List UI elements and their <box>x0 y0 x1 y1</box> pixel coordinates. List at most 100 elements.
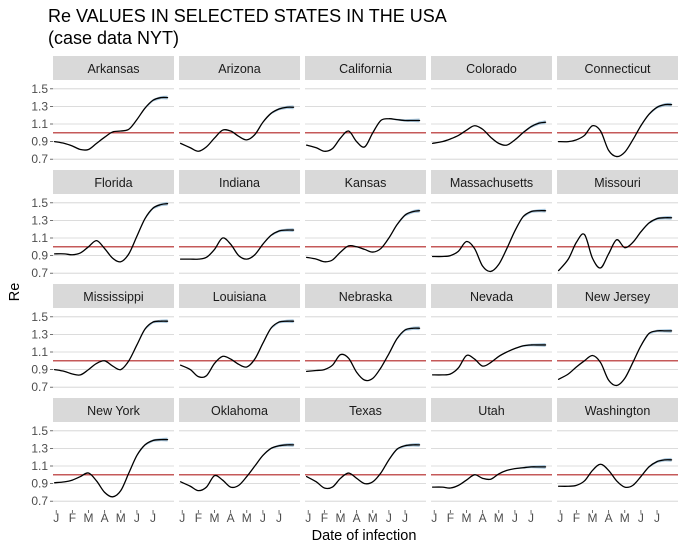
facet-strip <box>557 56 678 80</box>
x-tick-label: M <box>242 511 252 525</box>
facet-strip <box>179 284 300 308</box>
x-tick-label: J <box>512 511 518 525</box>
facet-panel: Indiana <box>179 170 300 274</box>
series-line <box>431 466 547 489</box>
facet-strip <box>557 398 678 422</box>
x-tick-label: M <box>83 511 93 525</box>
x-tick-label: J <box>431 511 437 525</box>
x-tick-label: M <box>620 511 630 525</box>
series-line <box>305 210 421 263</box>
x-tick-label: J <box>53 511 59 525</box>
facet-label: Massachusetts <box>450 176 533 190</box>
y-tick-label: 0.7 <box>31 266 48 280</box>
series-line <box>557 330 673 387</box>
facet-panel: New Jersey <box>557 284 678 388</box>
series-line <box>179 106 295 152</box>
x-tick-label: J <box>276 511 282 525</box>
facet-label: Kansas <box>345 176 387 190</box>
y-tick-label: 1.5 <box>31 310 48 324</box>
facet-strip <box>305 398 426 422</box>
facet-label: Mississippi <box>83 290 143 304</box>
facet-label: Nebraska <box>339 290 393 304</box>
x-tick-label: J <box>150 511 156 525</box>
x-tick-label: M <box>494 511 504 525</box>
y-tick-label: 0.7 <box>31 380 48 394</box>
facet-panel: Nebraska <box>305 284 426 388</box>
facet-label: Louisiana <box>213 290 267 304</box>
facet-panel: Colorado <box>431 56 552 160</box>
confidence-band <box>388 326 420 355</box>
facet-strip <box>179 56 300 80</box>
facet-label: Texas <box>349 404 382 418</box>
series-line <box>53 96 169 151</box>
y-tick-label: 1.1 <box>31 231 48 245</box>
facet-panel: Kansas <box>305 170 426 274</box>
x-tick-label: J <box>528 511 534 525</box>
facet-strip <box>305 56 426 80</box>
series-line <box>431 344 547 376</box>
x-axis-title: Date of infection <box>312 528 417 544</box>
facet-strip <box>53 398 174 422</box>
x-tick-label: J <box>557 511 563 525</box>
chart-title: Re VALUES IN SELECTED STATES IN THE USA <box>48 6 447 26</box>
facet-label: Florida <box>94 176 132 190</box>
facet-panel: Massachusetts <box>431 170 552 274</box>
facet-label: Connecticut <box>584 62 651 76</box>
facet-strip <box>53 56 174 80</box>
facet-label: Nevada <box>470 290 513 304</box>
x-tick-label: J <box>179 511 185 525</box>
series-line <box>305 444 421 490</box>
x-tick-label: J <box>654 511 660 525</box>
facet-label: Utah <box>478 404 504 418</box>
facet-label: Indiana <box>219 176 260 190</box>
x-tick-label: M <box>587 511 597 525</box>
series-line <box>431 210 547 273</box>
facet-panel: California <box>305 56 426 160</box>
x-tick-label: A <box>101 511 109 525</box>
facet-strip <box>557 170 678 194</box>
facet-panel: Arkansas 0.7 0.9 1.1 1.3 1.5 <box>31 56 174 166</box>
facet-strip <box>431 284 552 308</box>
facet-label: New Jersey <box>585 290 651 304</box>
y-tick-label: 1.3 <box>31 327 48 341</box>
facet-strip <box>305 170 426 194</box>
x-tick-label: J <box>638 511 644 525</box>
facet-strip <box>557 284 678 308</box>
y-tick-label: 1.3 <box>31 99 48 113</box>
y-tick-label: 1.5 <box>31 196 48 210</box>
facet-label: Oklahoma <box>211 404 268 418</box>
facet-label: Colorado <box>466 62 517 76</box>
facet-label: Arizona <box>218 62 260 76</box>
facet-label: Missouri <box>594 176 641 190</box>
facet-label: Arkansas <box>87 62 139 76</box>
series-line <box>179 320 295 379</box>
facet-strip <box>431 170 552 194</box>
y-tick-label: 1.5 <box>31 82 48 96</box>
x-tick-label: M <box>461 511 471 525</box>
y-tick-label: 0.9 <box>31 249 48 263</box>
facet-strip <box>53 170 174 194</box>
y-tick-label: 1.5 <box>31 424 48 438</box>
series-line <box>305 118 421 152</box>
y-tick-label: 0.9 <box>31 363 48 377</box>
confidence-band <box>136 201 168 237</box>
x-tick-label: J <box>402 511 408 525</box>
x-tick-label: F <box>195 511 202 525</box>
series-line <box>557 217 673 272</box>
x-tick-label: M <box>368 511 378 525</box>
x-tick-label: A <box>479 511 487 525</box>
y-tick-label: 1.1 <box>31 459 48 473</box>
series-line <box>557 103 673 158</box>
facet-panel: Louisiana <box>179 284 300 388</box>
facet-strip <box>179 170 300 194</box>
y-tick-label: 1.3 <box>31 213 48 227</box>
y-axis-title: Re <box>7 283 23 302</box>
y-tick-label: 1.1 <box>31 117 48 131</box>
facet-panel: Missouri <box>557 170 678 274</box>
y-tick-label: 0.9 <box>31 477 48 491</box>
series-line <box>53 438 169 498</box>
x-tick-label: A <box>353 511 361 525</box>
